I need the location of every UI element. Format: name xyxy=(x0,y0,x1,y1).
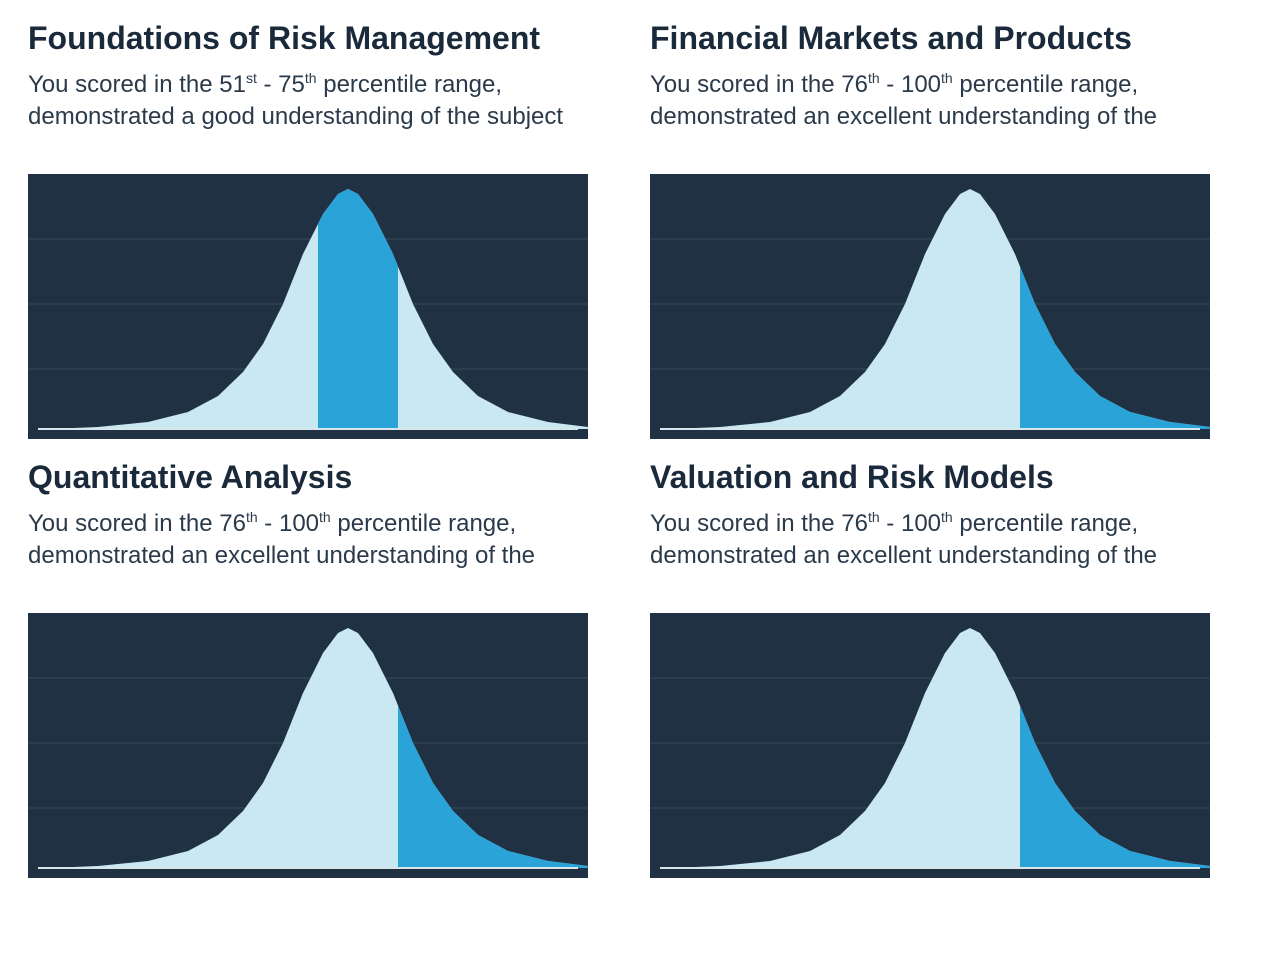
chart-container xyxy=(28,174,620,439)
desc-pre: You scored in the 76 xyxy=(650,510,868,537)
report-grid: Foundations of Risk Management You score… xyxy=(0,0,1280,878)
desc-sup1: st xyxy=(246,70,257,86)
desc-pre: You scored in the 76 xyxy=(650,71,868,98)
panel-quantitative: Quantitative Analysis You scored in the … xyxy=(0,439,640,878)
desc-post: percentile range, xyxy=(953,510,1138,537)
panel-title: Financial Markets and Products xyxy=(650,20,1260,57)
panel-foundations: Foundations of Risk Management You score… xyxy=(0,0,640,439)
desc-sup1: th xyxy=(868,509,880,525)
distribution-chart xyxy=(650,613,1210,878)
panel-financial-markets: Financial Markets and Products You score… xyxy=(640,0,1280,439)
desc-sup2: th xyxy=(941,70,953,86)
distribution-chart xyxy=(650,174,1210,439)
desc-post: percentile range, xyxy=(953,71,1138,98)
distribution-chart xyxy=(28,174,588,439)
desc-mid: - 75 xyxy=(257,71,305,98)
distribution-chart xyxy=(28,613,588,878)
desc-pre: You scored in the 51 xyxy=(28,71,246,98)
desc-sup2: th xyxy=(305,70,317,86)
panel-desc: You scored in the 76th - 100th percentil… xyxy=(650,69,1260,134)
desc-sup2: th xyxy=(941,509,953,525)
chart-container xyxy=(650,174,1260,439)
desc-mid: - 100 xyxy=(880,510,941,537)
desc-line2: demonstrated an excellent understanding … xyxy=(650,542,1157,569)
desc-line2: demonstrated a good understanding of the… xyxy=(28,103,563,130)
chart-container xyxy=(28,613,620,878)
panel-title: Foundations of Risk Management xyxy=(28,20,620,57)
desc-sup2: th xyxy=(319,509,331,525)
panel-valuation: Valuation and Risk Models You scored in … xyxy=(640,439,1280,878)
desc-mid: - 100 xyxy=(258,510,319,537)
panel-title: Quantitative Analysis xyxy=(28,459,620,496)
desc-post: percentile range, xyxy=(331,510,516,537)
chart-container xyxy=(650,613,1260,878)
desc-line2: demonstrated an excellent understanding … xyxy=(28,542,535,569)
panel-desc: You scored in the 51st - 75th percentile… xyxy=(28,69,620,134)
panel-desc: You scored in the 76th - 100th percentil… xyxy=(28,508,620,573)
panel-title: Valuation and Risk Models xyxy=(650,459,1260,496)
desc-sup1: th xyxy=(868,70,880,86)
desc-line2: demonstrated an excellent understanding … xyxy=(650,103,1157,130)
desc-post: percentile range, xyxy=(317,71,502,98)
desc-sup1: th xyxy=(246,509,258,525)
desc-mid: - 100 xyxy=(880,71,941,98)
panel-desc: You scored in the 76th - 100th percentil… xyxy=(650,508,1260,573)
desc-pre: You scored in the 76 xyxy=(28,510,246,537)
